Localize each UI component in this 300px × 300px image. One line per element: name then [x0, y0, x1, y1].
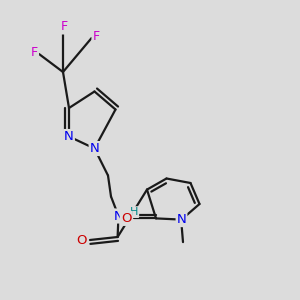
Text: F: F [31, 46, 38, 59]
Text: N: N [64, 130, 74, 143]
Text: O: O [121, 212, 131, 225]
Text: O: O [76, 233, 87, 247]
Text: N: N [114, 209, 123, 223]
Text: F: F [92, 30, 100, 43]
Text: H: H [130, 207, 138, 217]
Text: N: N [90, 142, 99, 155]
Text: F: F [61, 20, 68, 34]
Text: N: N [177, 213, 186, 226]
